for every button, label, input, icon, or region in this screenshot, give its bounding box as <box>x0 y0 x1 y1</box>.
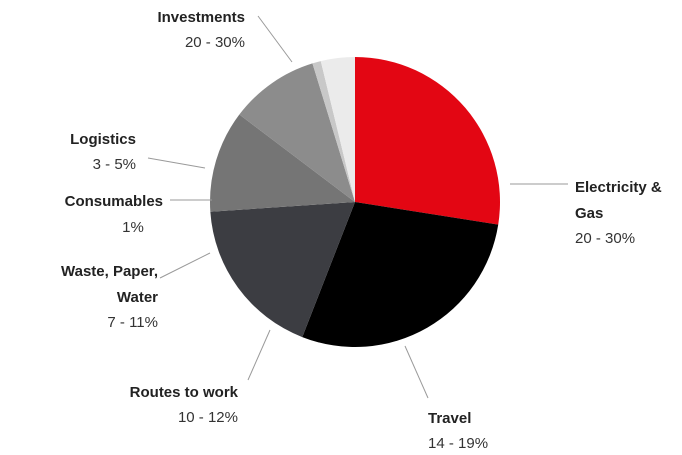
slice-label-investments: Investments <box>157 9 245 26</box>
pie-slice-logistics <box>320 57 355 202</box>
leader-line-waste-paper-water <box>159 252 211 279</box>
pie-slice-routes-to-work <box>210 114 355 212</box>
slice-label-electricity-gas-line-1: Electricity & <box>575 179 662 196</box>
leader-line-routes-to-work <box>247 329 271 381</box>
slice-range-electricity-gas: 20 - 30% <box>575 230 635 247</box>
slice-label-routes-to-work: Routes to work <box>130 384 239 401</box>
slice-range-logistics: 3 - 5% <box>93 156 136 173</box>
pie-slice-travel <box>210 202 355 338</box>
slice-range-consumables: 1% <box>122 219 144 236</box>
slice-range-investments: 20 - 30% <box>185 34 245 51</box>
slice-range-routes-to-work: 10 - 12% <box>178 409 238 426</box>
slice-label-waste-paper-water-line-1: Waste, Paper, <box>61 263 158 280</box>
pie-slice-waste-paper-water <box>239 63 355 202</box>
slice-label-logistics: Logistics <box>70 131 136 148</box>
pie-slice-electricity-gas <box>302 202 499 348</box>
slice-label-electricity-gas-line-2: Gas <box>575 205 603 222</box>
pie-slice-investments <box>355 57 500 225</box>
pie-slices <box>210 57 500 348</box>
slice-labels: Investments 20 - 30% Electricity & Gas 20 - … <box>61 9 662 452</box>
slice-label-consumables: Consumables <box>65 193 163 210</box>
leader-line-travel <box>404 345 429 399</box>
pie-slice-consumables <box>312 61 355 202</box>
slice-label-travel: Travel <box>428 410 471 427</box>
slice-range-waste-paper-water: 7 - 11% <box>107 314 158 331</box>
slice-range-travel: 14 - 19% <box>428 435 488 452</box>
slice-label-waste-paper-water-line-2: Water <box>117 289 158 306</box>
leader-lines <box>147 15 568 399</box>
leader-line-logistics <box>147 157 206 169</box>
leader-line-investments <box>257 15 293 63</box>
